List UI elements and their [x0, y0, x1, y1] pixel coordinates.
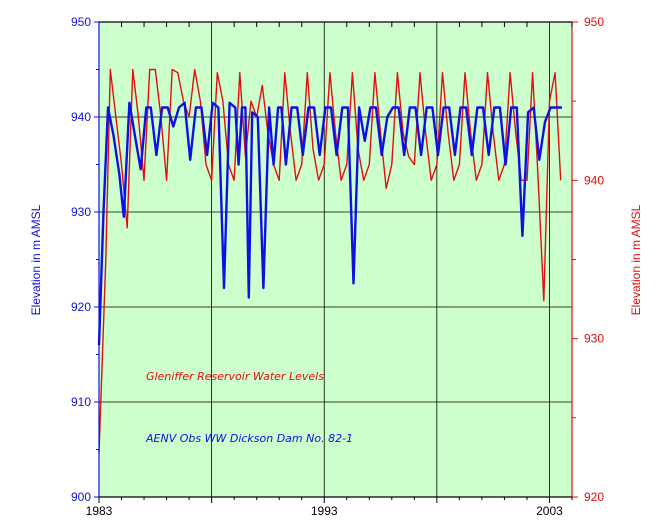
- plot-area: [99, 22, 572, 497]
- annotation-reservoir: Gleniffer Reservoir Water Levels: [146, 370, 324, 383]
- right-tick-label: 950: [584, 15, 604, 29]
- left-tick-label: 900: [71, 490, 91, 504]
- right-tick-label: 940: [584, 173, 604, 187]
- left-tick-label: 950: [71, 15, 91, 29]
- left-axis-title: Elevation in m AMSL: [29, 204, 43, 315]
- right-axis-title: Elevation in m AMSL: [629, 204, 643, 315]
- series-layer: [97, 68, 562, 453]
- x-tick-label: 1993: [311, 504, 338, 518]
- series-line-well: [97, 101, 562, 346]
- right-tick-label: 930: [584, 332, 604, 346]
- right-tick-label: 920: [584, 490, 604, 504]
- left-tick-label: 930: [71, 205, 91, 219]
- axes: [94, 21, 578, 503]
- annotation-well: AENV Obs WW Dickson Dam No. 82-1: [145, 432, 353, 445]
- labels: 900 910 920 930 940 950 920 930 940 950 1983 1993 20…: [71, 15, 604, 518]
- left-tick-label: 910: [71, 395, 91, 409]
- left-tick-label: 940: [71, 110, 91, 124]
- left-tick-label: 920: [71, 300, 91, 314]
- x-tick-label: 2003: [536, 504, 563, 518]
- x-tick-label: 1983: [86, 504, 113, 518]
- series-line-reservoir: [98, 68, 562, 453]
